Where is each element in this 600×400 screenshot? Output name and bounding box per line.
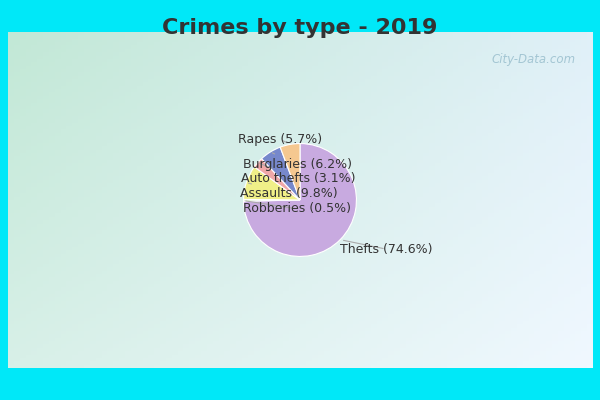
Text: Assaults (9.8%): Assaults (9.8%) [239,183,337,200]
Text: Crimes by type - 2019: Crimes by type - 2019 [163,18,437,38]
Text: City-Data.com: City-Data.com [492,54,576,66]
Text: Rapes (5.7%): Rapes (5.7%) [238,133,323,146]
Wedge shape [262,147,300,200]
Wedge shape [244,199,300,201]
Wedge shape [244,167,300,200]
Wedge shape [280,144,300,200]
Text: Auto thefts (3.1%): Auto thefts (3.1%) [241,164,355,185]
Wedge shape [244,144,356,256]
Wedge shape [254,159,300,200]
Text: Thefts (74.6%): Thefts (74.6%) [340,240,432,256]
Text: Robberies (0.5%): Robberies (0.5%) [243,201,351,215]
Text: Burglaries (6.2%): Burglaries (6.2%) [243,153,352,171]
